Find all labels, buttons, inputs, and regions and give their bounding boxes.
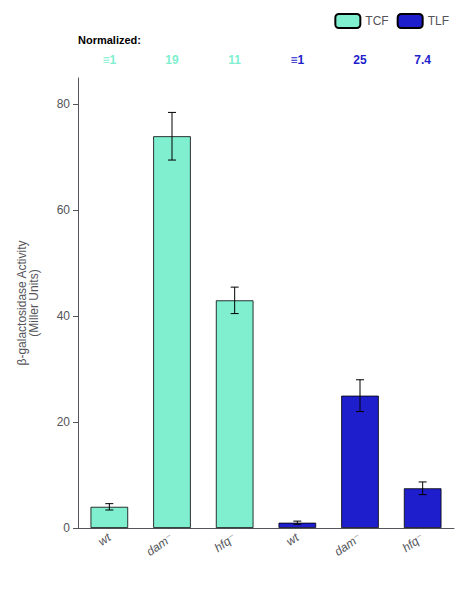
svg-text:19: 19 xyxy=(165,53,179,67)
svg-text:Normalized:: Normalized: xyxy=(78,34,141,46)
svg-text:11: 11 xyxy=(228,53,241,67)
svg-text:7.4: 7.4 xyxy=(414,53,431,67)
svg-text:dam⁻: dam⁻ xyxy=(144,530,176,559)
svg-text:0: 0 xyxy=(63,521,70,535)
svg-text:20: 20 xyxy=(57,415,71,429)
svg-text:wt: wt xyxy=(95,530,113,549)
svg-text:hfq⁻: hfq⁻ xyxy=(212,530,239,555)
svg-text:(Miller Units): (Miller Units) xyxy=(27,269,41,336)
svg-text:TCF: TCF xyxy=(365,14,388,28)
svg-text:hfq⁻: hfq⁻ xyxy=(400,530,427,555)
svg-text:≡1: ≡1 xyxy=(102,53,116,67)
svg-text:80: 80 xyxy=(57,97,71,111)
svg-text:dam⁻: dam⁻ xyxy=(332,530,364,559)
svg-text:≡1: ≡1 xyxy=(290,53,304,67)
svg-text:40: 40 xyxy=(57,309,71,323)
svg-text:β-galactosidase Activity: β-galactosidase Activity xyxy=(15,240,29,366)
svg-text:wt: wt xyxy=(283,530,301,549)
svg-text:60: 60 xyxy=(57,203,71,217)
svg-text:TLF: TLF xyxy=(428,14,449,28)
svg-text:25: 25 xyxy=(353,53,367,67)
